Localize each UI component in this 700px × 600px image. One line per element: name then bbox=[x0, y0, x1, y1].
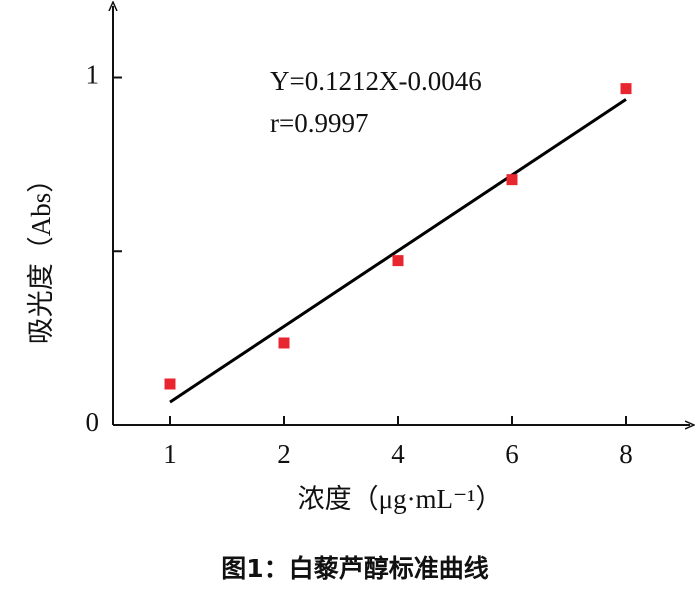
x-tick-label: 1 bbox=[163, 439, 177, 469]
trendline bbox=[169, 98, 627, 404]
x-tick-label: 6 bbox=[505, 439, 519, 469]
point bbox=[506, 174, 518, 186]
y-tick-label: 1 bbox=[86, 60, 100, 90]
y-tick-label: 0 bbox=[86, 407, 100, 437]
x-axis-label: 浓度（μg·mL⁻¹） bbox=[298, 484, 503, 514]
caption: 图1：白藜芦醇标准曲线 bbox=[221, 554, 488, 583]
point bbox=[164, 378, 176, 390]
point bbox=[278, 337, 290, 349]
x-tick-label: 4 bbox=[391, 439, 405, 469]
y-axis-label: 吸光度（Abs） bbox=[26, 166, 56, 345]
point bbox=[620, 83, 632, 95]
point bbox=[392, 255, 404, 267]
equation: Y=0.1212X-0.0046 bbox=[270, 66, 482, 96]
x-tick-label: 2 bbox=[277, 439, 291, 469]
correlation: r=0.9997 bbox=[270, 108, 368, 138]
x-tick-label: 8 bbox=[619, 439, 633, 469]
